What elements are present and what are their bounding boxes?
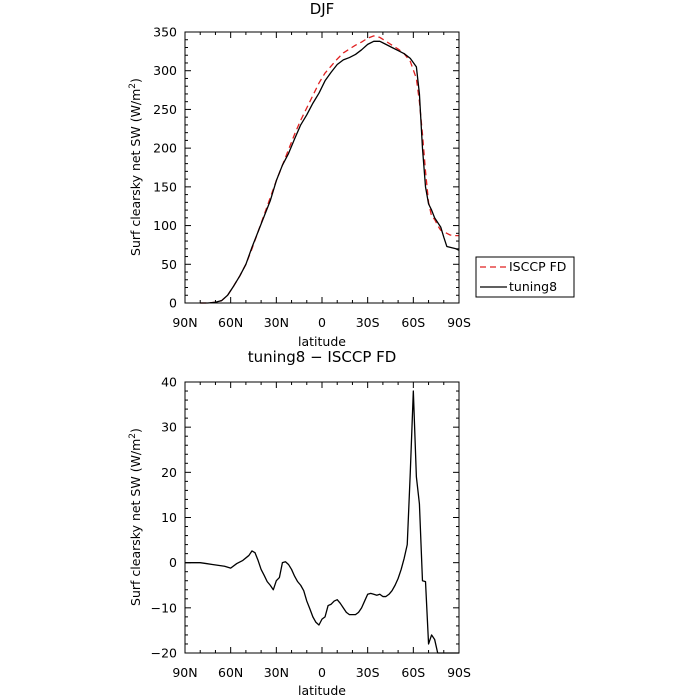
panel-2-y-tick-label: −20 [151, 646, 177, 661]
panel-2-y-axis-label-end: ) [128, 428, 143, 433]
panel-2-y-tick-label: 0 [169, 555, 177, 570]
panel-1-x-tick-label: 0 [318, 315, 326, 330]
panel-2: tuning8 − ISCCP FD 90N 60N 30N 0 30S 60S 90S −… [128, 348, 471, 698]
panel-1-y-tick-label: 350 [153, 25, 177, 40]
panel-1-y-tick-label: 150 [153, 179, 177, 194]
panel-2-y-axis-label-main: Surf clearsky net SW (W/m [128, 439, 143, 606]
panel-1-plot-area [200, 35, 460, 304]
panel-2-x-tick-label: 30S [356, 665, 380, 680]
panel-1-x-tick-label: 90S [447, 315, 471, 330]
panel-1-x-tick-label: 60S [401, 315, 425, 330]
panel-1-y-axis-label: Surf clearsky net SW (W/m2) [128, 78, 143, 256]
panel-2-y-tick-label: 10 [161, 510, 177, 525]
panel-1-y-axis-label-end: ) [128, 78, 143, 83]
panel-2-x-tick-label: 0 [318, 665, 326, 680]
panel-2-plot-area [185, 390, 459, 654]
panel-2-y-tick-label: −10 [151, 600, 177, 615]
panel-2-y-axis-label-sup: 2 [128, 433, 138, 439]
panel-1-x-axis: 90N 60N 30N 0 30S 60S 90S [172, 32, 471, 330]
panel-2-x-tick-label: 90N [172, 665, 197, 680]
panel-2-y-axis: −20 −10 0 10 20 30 40 [151, 375, 459, 661]
panel-1-x-tick-label: 60N [218, 315, 243, 330]
panel-1-y-tick-label: 250 [153, 102, 177, 117]
panel-2-series-line-series-0 [185, 390, 459, 654]
panel-1-y-tick-label: 0 [169, 296, 177, 311]
panel-1: DJF 90N 60N 30N 0 30S 60S 90S 0 50 100 150 200 250 3… [128, 0, 575, 349]
panel-1-series-line-isccp-fd [200, 35, 459, 304]
panel-2-title: tuning8 − ISCCP FD [248, 348, 397, 366]
legend-label-isccp-fd: ISCCP FD [509, 259, 566, 274]
panel-1-y-tick-label: 300 [153, 63, 177, 78]
panel-2-y-tick-label: 30 [161, 420, 177, 435]
panel-2-x-axis: 90N 60N 30N 0 30S 60S 90S [172, 382, 471, 680]
legend-label-tuning8: tuning8 [509, 279, 557, 294]
panel-2-x-tick-label: 60N [218, 665, 243, 680]
panel-1-y-axis-label-main: Surf clearsky net SW (W/m [128, 89, 143, 256]
panel-2-x-tick-label: 30N [264, 665, 289, 680]
panel-1-x-tick-label: 30S [356, 315, 380, 330]
panel-1-y-tick-label: 50 [161, 257, 177, 272]
panel-1-x-tick-label: 90N [172, 315, 197, 330]
panel-1-y-tick-label: 100 [153, 218, 177, 233]
panel-2-x-axis-label: latitude [298, 683, 346, 698]
panel-1-x-tick-label: 30N [264, 315, 289, 330]
panel-2-x-tick-label: 60S [401, 665, 425, 680]
panel-1-x-axis-label: latitude [298, 334, 346, 349]
panel-2-y-tick-label: 20 [161, 465, 177, 480]
legend: ISCCP FD tuning8 [475, 256, 575, 298]
panel-1-series-line-tuning8 [200, 40, 460, 304]
panel-1-y-axis-label-sup: 2 [128, 83, 138, 89]
panel-2-y-tick-label: 40 [161, 375, 177, 390]
panel-2-frame [184, 381, 460, 654]
panel-1-y-axis: 0 50 100 150 200 250 300 350 [153, 25, 459, 311]
panel-2-x-tick-label: 90S [447, 665, 471, 680]
legend-box [475, 256, 575, 298]
panel-1-frame [184, 31, 460, 304]
panel-1-title: DJF [310, 0, 335, 18]
panel-1-y-tick-label: 200 [153, 141, 177, 156]
panel-2-y-axis-label: Surf clearsky net SW (W/m2) [128, 428, 143, 606]
